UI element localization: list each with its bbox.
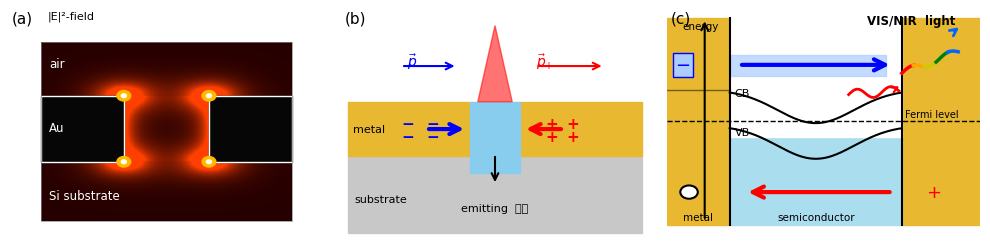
Text: |E|²-field: |E|²-field xyxy=(48,11,94,22)
Text: −: − xyxy=(401,129,414,144)
Text: energy: energy xyxy=(683,22,719,32)
Text: −: − xyxy=(401,116,414,131)
Text: Au: Au xyxy=(50,122,64,135)
Text: Si substrate: Si substrate xyxy=(50,190,120,202)
Bar xyxy=(730,138,902,226)
Text: emitting  매질: emitting 매질 xyxy=(461,203,529,213)
Bar xyxy=(42,43,292,221)
Circle shape xyxy=(202,91,216,102)
Text: VIS/NIR  light: VIS/NIR light xyxy=(867,15,955,28)
Text: (a): (a) xyxy=(12,11,33,26)
Bar xyxy=(209,96,292,162)
Bar xyxy=(42,96,124,162)
Circle shape xyxy=(122,160,127,164)
Bar xyxy=(520,102,643,157)
Text: semiconductor: semiconductor xyxy=(777,212,854,222)
Text: (b): (b) xyxy=(345,11,366,26)
Bar xyxy=(470,102,520,173)
Bar xyxy=(667,19,730,226)
Bar xyxy=(902,19,980,226)
Polygon shape xyxy=(478,26,512,102)
Text: +: + xyxy=(567,129,579,144)
Circle shape xyxy=(122,94,127,98)
Text: metal: metal xyxy=(683,212,714,222)
Text: (c): (c) xyxy=(670,11,690,26)
Bar xyxy=(347,102,470,157)
Text: $\vec{p}_{+}$: $\vec{p}_{+}$ xyxy=(536,52,553,72)
Text: $\vec{p}_{-}$: $\vec{p}_{-}$ xyxy=(407,52,426,72)
Text: VB: VB xyxy=(735,128,749,138)
Text: Fermi level: Fermi level xyxy=(905,110,958,120)
Bar xyxy=(347,157,643,233)
Circle shape xyxy=(202,157,216,167)
Circle shape xyxy=(207,160,212,164)
Bar xyxy=(209,96,292,162)
Bar xyxy=(730,19,902,138)
Circle shape xyxy=(117,157,131,167)
Bar xyxy=(42,96,124,162)
Text: +: + xyxy=(926,183,940,201)
Text: substrate: substrate xyxy=(354,194,407,204)
Circle shape xyxy=(207,94,212,98)
Text: metal: metal xyxy=(352,124,385,135)
Text: +: + xyxy=(544,116,557,131)
Circle shape xyxy=(680,186,698,199)
Bar xyxy=(730,56,886,76)
Text: air: air xyxy=(50,58,64,71)
Text: −: − xyxy=(675,57,690,75)
Text: CB: CB xyxy=(735,88,749,98)
Circle shape xyxy=(117,91,131,102)
Text: −: − xyxy=(426,129,439,144)
Text: −: − xyxy=(426,116,439,131)
Text: +: + xyxy=(544,129,557,144)
Text: +: + xyxy=(567,116,579,131)
